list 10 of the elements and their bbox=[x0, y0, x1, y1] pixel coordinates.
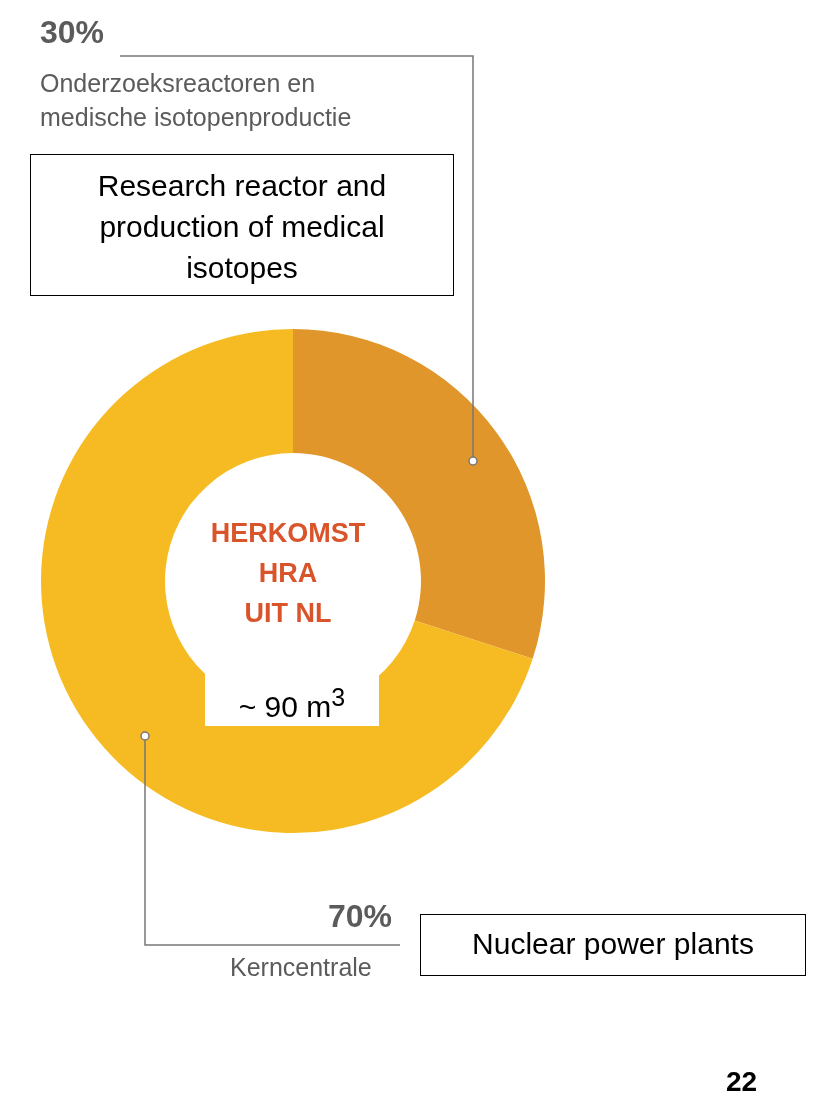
data-label: 30% bbox=[40, 14, 105, 51]
text: Research reactor and production of medical isotopes bbox=[30, 154, 454, 296]
text: 22 bbox=[726, 1066, 758, 1098]
donut-slice bbox=[41, 329, 533, 833]
text: ~ 90 m$^{3}$ bbox=[205, 668, 379, 726]
slice-label: Kerncentrale bbox=[230, 953, 372, 982]
slice-label: Onderzoeksreactoren en medische isotopenproductie bbox=[40, 68, 353, 133]
data-label: 70% bbox=[328, 898, 393, 935]
text: HERKOMST HRA UIT NL bbox=[209, 517, 367, 630]
text: Nuclear power plants bbox=[420, 914, 806, 976]
